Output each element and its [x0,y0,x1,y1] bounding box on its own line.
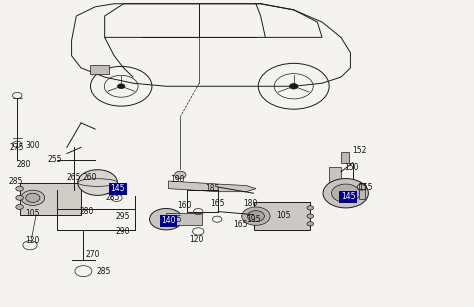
Text: 105: 105 [276,211,291,220]
Text: 145: 145 [341,192,356,201]
Circle shape [21,190,45,205]
Text: 280: 280 [80,207,94,216]
Bar [254,202,310,230]
Text: 120: 120 [26,236,40,245]
Text: 300: 300 [26,141,40,150]
Bar [166,213,201,225]
Polygon shape [168,181,256,192]
Text: 190: 190 [171,175,185,184]
Circle shape [16,204,23,209]
Bar [359,183,365,199]
Bar [91,65,109,74]
Circle shape [78,170,118,195]
Text: 285: 285 [106,193,120,202]
Circle shape [290,84,298,89]
Text: 260: 260 [82,173,97,182]
Text: 165: 165 [210,200,224,208]
Text: 155: 155 [358,183,373,192]
Text: 120: 120 [190,235,204,244]
Text: 290: 290 [115,227,130,236]
Bar [19,183,81,215]
Circle shape [331,184,360,202]
Text: 160: 160 [177,201,191,210]
Text: 145: 145 [110,184,125,193]
Text: 152: 152 [352,146,366,155]
Text: 140: 140 [161,216,176,225]
Text: 105: 105 [26,208,40,218]
Circle shape [26,193,40,202]
Text: 175: 175 [167,215,182,224]
Circle shape [174,171,186,179]
Text: 195: 195 [246,215,261,224]
Text: 285: 285 [97,267,111,276]
Circle shape [307,222,314,226]
Text: 165: 165 [234,220,248,229]
Bar [329,167,341,186]
Text: 180: 180 [243,200,257,208]
Text: 295: 295 [115,212,130,221]
Text: 285: 285 [9,177,23,185]
Text: 265: 265 [67,173,81,182]
Text: 280: 280 [16,160,30,169]
Circle shape [307,214,314,218]
Text: 255: 255 [48,155,62,164]
Text: 270: 270 [86,250,100,259]
Circle shape [323,179,368,208]
Circle shape [242,207,270,225]
Circle shape [247,211,264,222]
Circle shape [16,195,23,200]
Text: 150: 150 [344,163,359,172]
Circle shape [16,186,23,191]
Bar [341,152,349,163]
Text: 185: 185 [205,184,219,193]
Circle shape [307,206,314,210]
Circle shape [150,208,182,230]
Text: 275: 275 [10,143,25,152]
Circle shape [118,84,125,89]
